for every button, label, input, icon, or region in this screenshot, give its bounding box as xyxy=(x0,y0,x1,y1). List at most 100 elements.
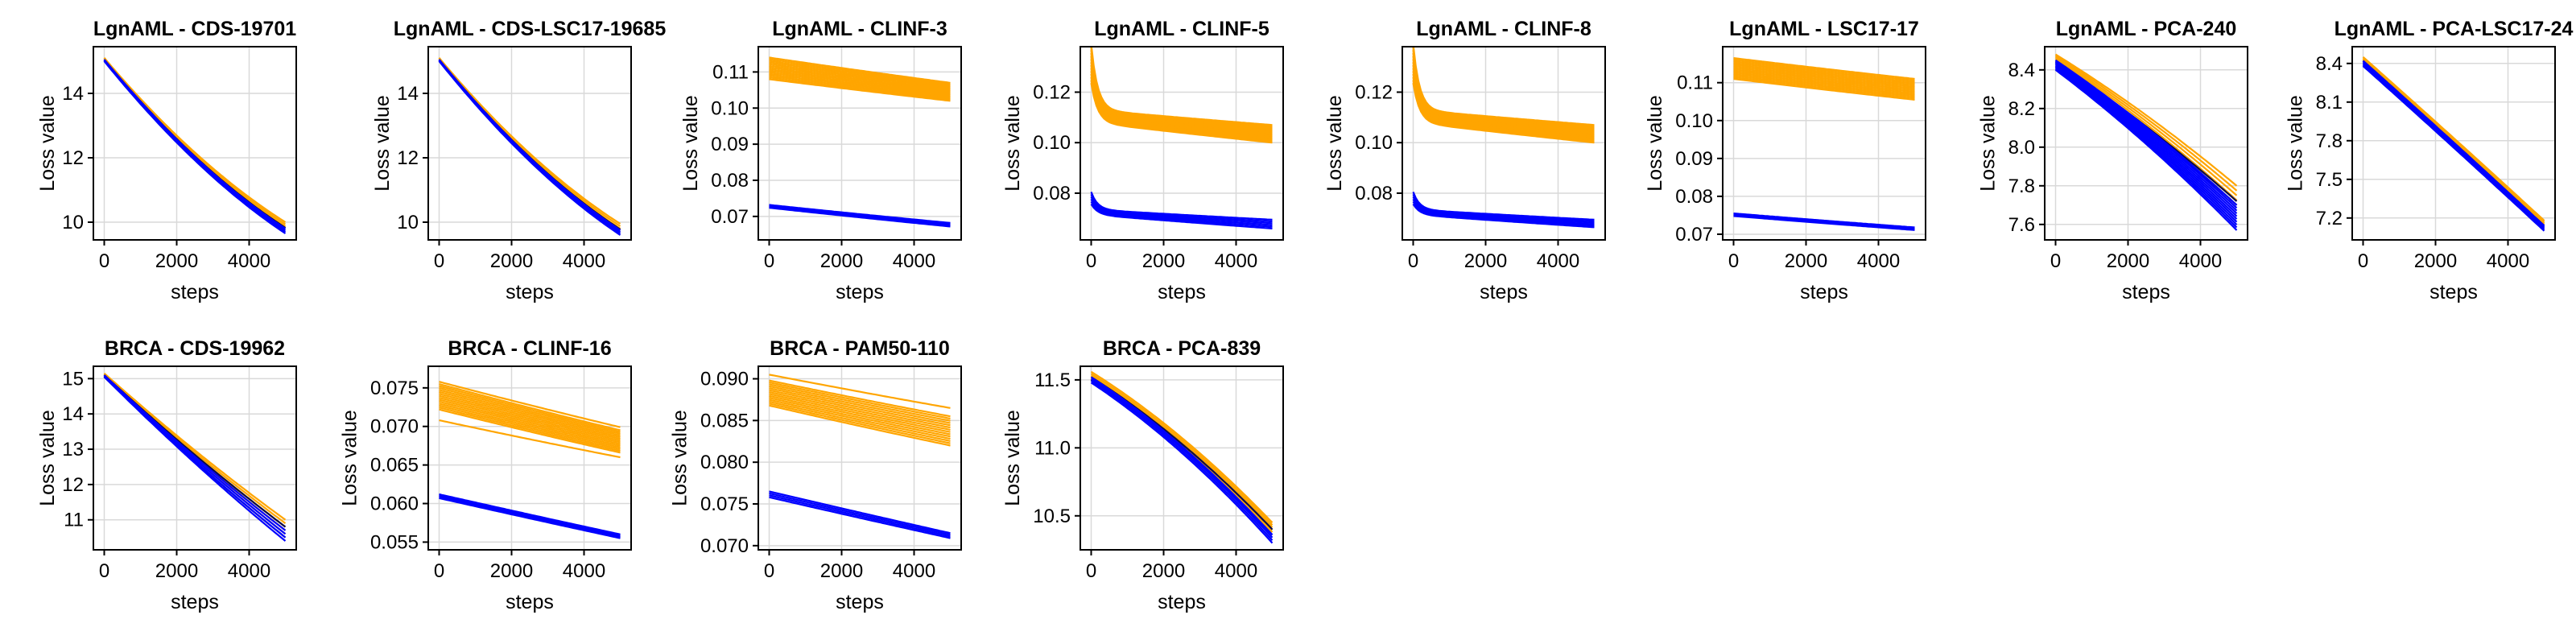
x-tick-label: 2000 xyxy=(1785,250,1827,272)
y-tick-label: 10.5 xyxy=(1033,506,1071,527)
series-line xyxy=(2362,62,2545,229)
x-tick-label: 4000 xyxy=(1215,250,1257,272)
y-axis-label: Loss value xyxy=(1644,95,1666,192)
y-tick-label: 0.07 xyxy=(1675,224,1713,246)
y-tick-label: 10 xyxy=(397,212,419,233)
series-line xyxy=(769,385,951,424)
plot-frame xyxy=(2351,46,2556,241)
x-axis-label: steps xyxy=(1158,281,1206,303)
chart-panel: 0 2000 4000 10 12 14 LgnAML - CDS-LSC17-19685 s… xyxy=(371,18,666,303)
y-tick-label: 0.085 xyxy=(700,410,749,431)
series-line xyxy=(1733,76,1915,99)
y-tick-label: 8.2 xyxy=(2008,98,2035,120)
series-line xyxy=(1090,200,1273,228)
y-tick-label: 14 xyxy=(397,83,419,105)
series-line xyxy=(439,404,621,451)
series-line xyxy=(769,490,951,535)
series-line xyxy=(2362,60,2545,227)
y-tick-label: 0.11 xyxy=(1677,72,1713,94)
y-tick-label: 7.2 xyxy=(2316,208,2343,229)
chart-panel: 0 2000 4000 11 12 13 14 15 BRCA - CDS-19962 steps… xyxy=(36,337,297,613)
x-tick-label: 4000 xyxy=(2487,250,2529,272)
y-tick-label: 0.080 xyxy=(700,452,749,473)
series-line xyxy=(769,383,951,422)
series-line xyxy=(439,496,621,539)
x-tick-label: 0 xyxy=(1728,250,1739,272)
plot-frame xyxy=(1080,365,1284,551)
chart-panel: 0 2000 4000 0.055 0.060 0.065 0.070 0.075 BRCA -… xyxy=(339,337,632,613)
series-line xyxy=(769,72,951,97)
y-tick-label: 11 xyxy=(64,510,84,531)
y-tick-label: 0.09 xyxy=(1675,148,1713,170)
y-axis-label: Loss value xyxy=(339,410,361,506)
series-line xyxy=(2054,61,2238,212)
series-line xyxy=(1412,80,1595,142)
series-line xyxy=(438,59,621,230)
y-tick-label: 8.4 xyxy=(2008,60,2035,81)
y-tick-label: 0.08 xyxy=(1033,183,1071,204)
y-tick-label: 0.10 xyxy=(1355,132,1393,154)
series-line xyxy=(439,408,621,454)
chart-panel: 0 2000 4000 0.08 0.10 0.12 LgnAML - CLINF-8 ste… xyxy=(1323,18,1606,303)
chart-panel: 0 2000 4000 10.5 11.0 11.5 BRCA - PCA-839 steps… xyxy=(1001,337,1284,613)
series-line xyxy=(1733,68,1915,91)
series-line xyxy=(439,494,621,537)
series-line xyxy=(769,374,951,409)
y-axis-label: Loss value xyxy=(1001,410,1024,506)
chart-title: LgnAML - PCA-240 xyxy=(2056,18,2237,40)
x-tick-label: 2000 xyxy=(155,560,198,582)
series-line xyxy=(1412,191,1595,221)
y-tick-label: 0.065 xyxy=(370,455,419,477)
plot-frame xyxy=(427,365,632,551)
y-tick-label: 0.055 xyxy=(370,531,419,553)
series-line xyxy=(1412,47,1595,126)
y-tick-label: 13 xyxy=(62,439,84,460)
x-tick-label: 0 xyxy=(434,560,444,582)
series-line xyxy=(1733,69,1915,93)
x-tick-label: 2000 xyxy=(2414,250,2457,272)
series-line xyxy=(2054,55,2238,192)
x-axis-label: steps xyxy=(506,591,554,613)
series-line xyxy=(769,75,951,99)
series-line xyxy=(769,492,951,536)
y-tick-label: 0.090 xyxy=(700,369,749,390)
x-axis-label: steps xyxy=(836,281,884,303)
series-line xyxy=(1090,59,1273,133)
y-tick-label: 8.0 xyxy=(2008,137,2035,159)
chart-panel: 0 2000 4000 7.2 7.5 7.8 8.1 8.4 LgnAML - PCA-LSC… xyxy=(2285,18,2574,303)
series-line xyxy=(769,58,951,85)
series-line xyxy=(1090,56,1273,132)
chart-title: LgnAML - CDS-LSC17-19685 xyxy=(394,18,667,40)
series-line xyxy=(2054,67,2238,225)
series-line xyxy=(2054,56,2238,196)
series-line xyxy=(2054,53,2238,187)
series-line xyxy=(769,394,951,436)
series-line xyxy=(1412,59,1595,133)
chart-title: LgnAML - PCA-LSC17-24 xyxy=(2334,18,2574,40)
x-tick-label: 2000 xyxy=(1142,250,1185,272)
series-line xyxy=(1090,52,1273,130)
chart-panel: 0 2000 4000 0.08 0.10 0.12 LgnAML - CLINF-5 ste… xyxy=(1001,18,1284,303)
series-line xyxy=(2054,65,2238,223)
series-line xyxy=(769,381,951,420)
x-axis-label: steps xyxy=(2122,281,2170,303)
y-tick-label: 12 xyxy=(62,474,84,496)
series-line xyxy=(103,374,287,531)
series-line xyxy=(1090,203,1273,229)
x-tick-label: 2000 xyxy=(490,560,533,582)
y-tick-label: 7.6 xyxy=(2008,214,2035,236)
series-line xyxy=(769,393,951,433)
x-tick-label: 0 xyxy=(1086,250,1096,272)
y-tick-label: 0.08 xyxy=(711,170,749,192)
series-line xyxy=(769,494,951,538)
series-line xyxy=(1733,62,1915,85)
series-lines xyxy=(769,56,951,228)
series-line xyxy=(2054,62,2238,214)
series-lines xyxy=(103,57,287,234)
series-line xyxy=(1090,80,1273,142)
series-line xyxy=(439,402,621,448)
x-tick-label: 0 xyxy=(1408,250,1418,272)
series-lines xyxy=(103,372,287,542)
series-line xyxy=(1090,64,1273,136)
y-tick-label: 0.08 xyxy=(1675,186,1713,208)
